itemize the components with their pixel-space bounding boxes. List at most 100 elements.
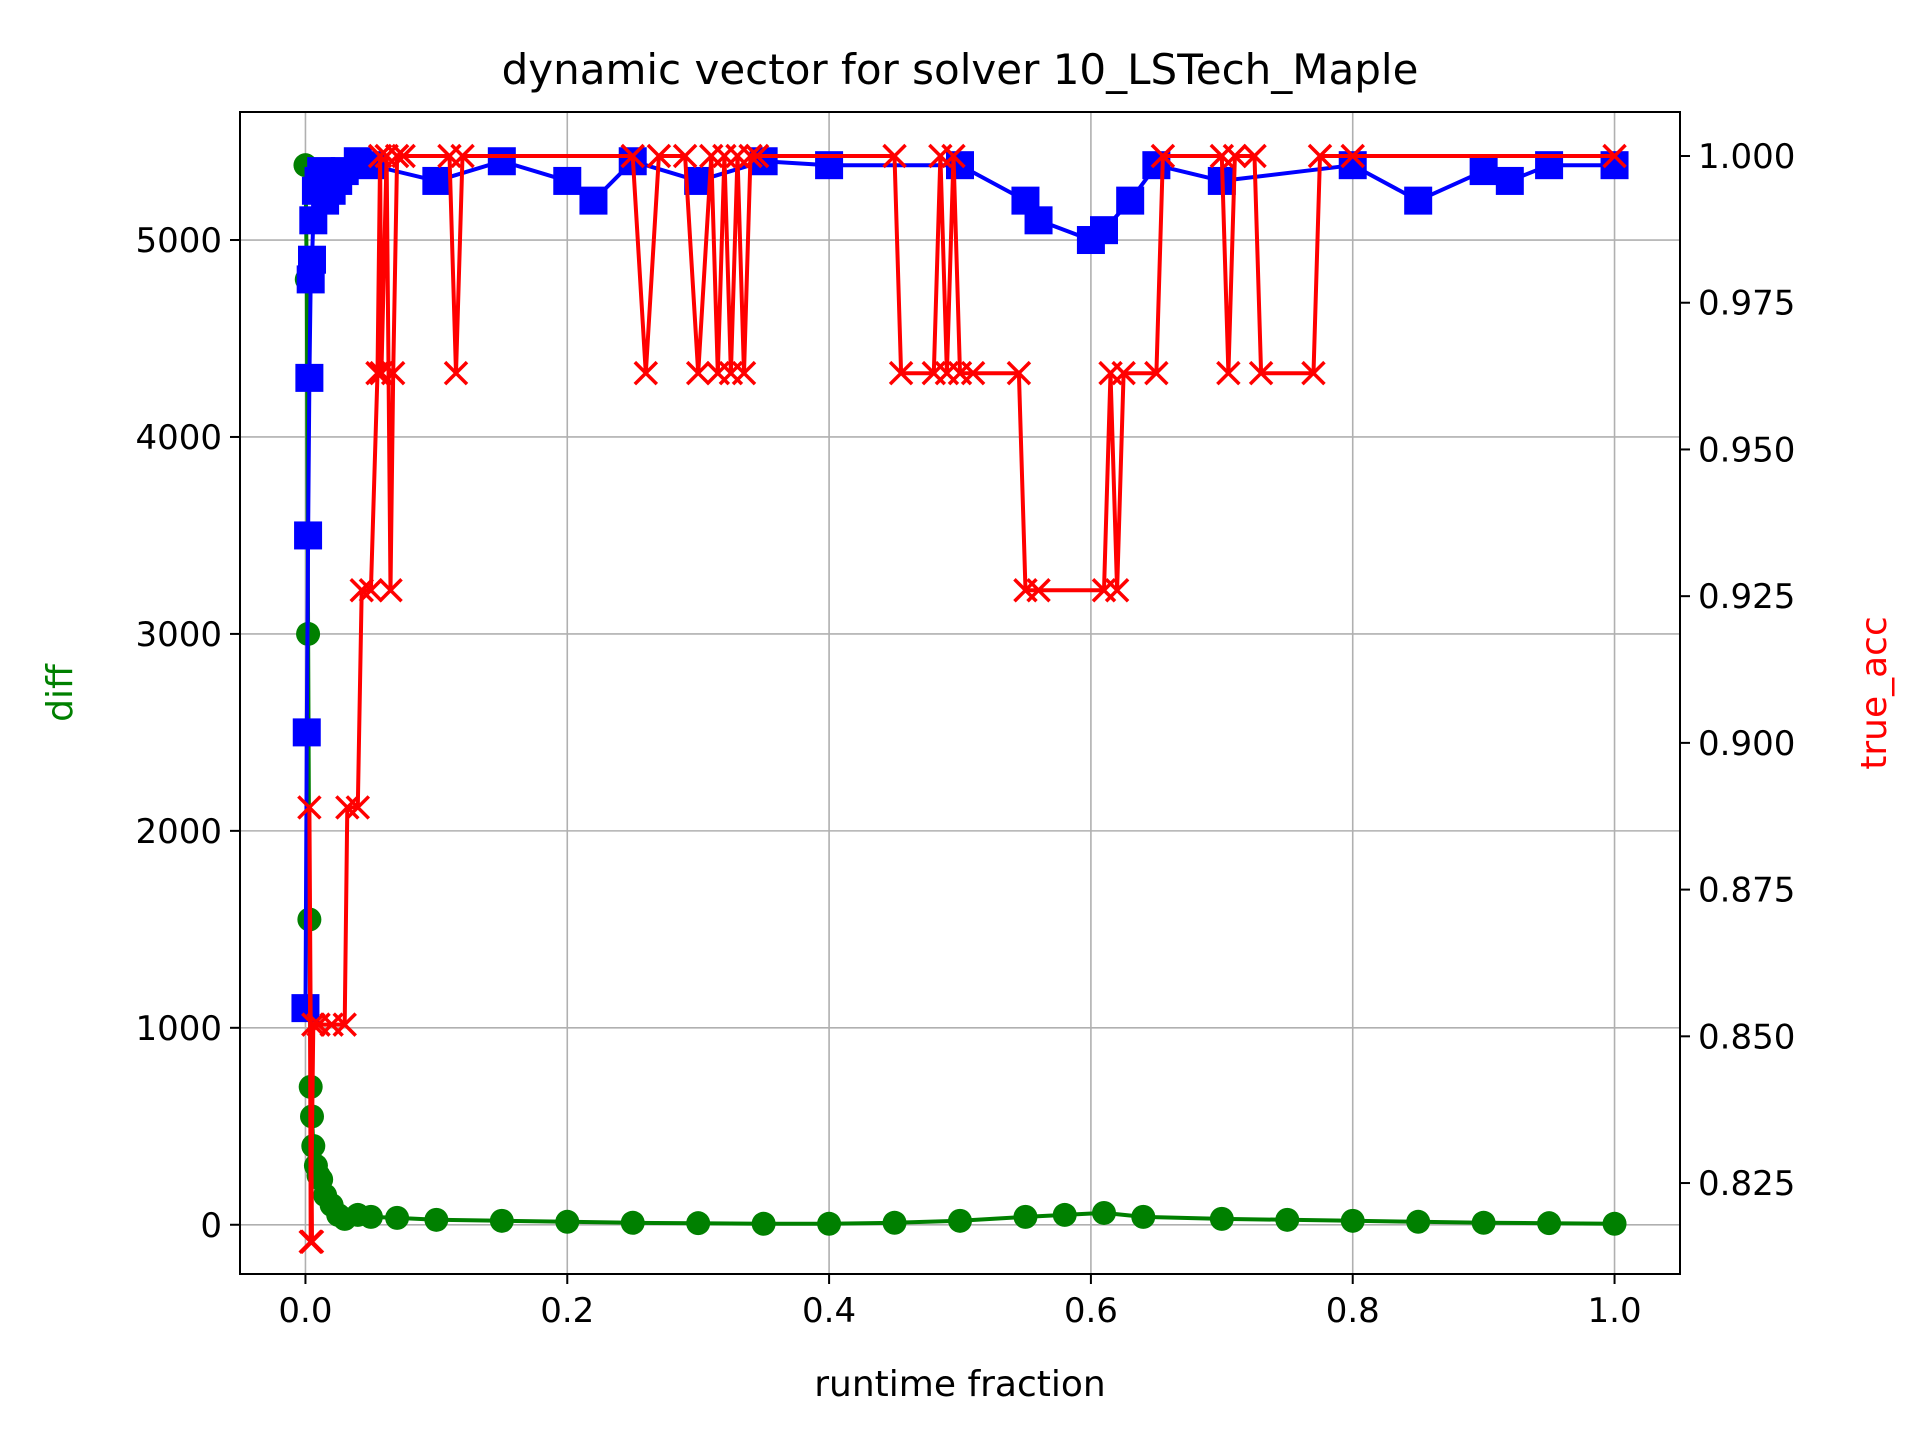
y-right-tick-label: 0.950: [1698, 430, 1795, 470]
data-point: [948, 1208, 972, 1233]
data-point: [941, 143, 966, 169]
data-point: [1471, 1210, 1496, 1235]
y-left-tick-label: 3000: [135, 615, 222, 655]
data-point: [1006, 360, 1032, 386]
data-point: [1104, 578, 1130, 603]
data-point: [686, 1211, 711, 1236]
data-point: [380, 360, 406, 386]
y-right-tick-label: 0.875: [1698, 871, 1795, 911]
data-point: [294, 521, 323, 550]
y-right-tick-label: 1.000: [1698, 137, 1795, 177]
y-right-tick-label: 0.975: [1698, 284, 1795, 324]
data-point: [292, 718, 321, 747]
data-point: [335, 795, 360, 820]
data-point: [751, 1211, 776, 1236]
chart-title: dynamic vector for solver 10_LSTech_Mapl…: [502, 45, 1419, 94]
data-point: [1307, 143, 1333, 169]
series-3: [297, 143, 1627, 1254]
data-point: [882, 1210, 907, 1235]
y-right-tick-label: 0.850: [1698, 1017, 1795, 1057]
data-point: [672, 143, 698, 169]
data-point: [391, 143, 416, 169]
data-point: [646, 143, 672, 169]
data-point: [298, 1229, 323, 1254]
data-point: [1092, 1200, 1116, 1225]
data-point: [731, 360, 757, 386]
y-left-tick-label: 4000: [135, 418, 222, 458]
data-point: [1150, 143, 1176, 169]
grid: [240, 112, 1680, 1274]
x-tick-label: 1.0: [1588, 1291, 1642, 1331]
data-point: [620, 143, 645, 169]
data-point: [378, 578, 403, 603]
data-point: [1090, 216, 1118, 245]
x-tick-label: 0.4: [802, 1291, 856, 1331]
data-point: [1116, 186, 1145, 215]
series-layer: [291, 143, 1629, 1254]
data-point: [422, 166, 451, 195]
y-left-tick-label: 0: [200, 1206, 222, 1246]
data-point: [295, 363, 324, 392]
x-axis: 0.0 0.2 0.4 0.6 0.8 1.0: [278, 1274, 1642, 1331]
data-point: [882, 143, 907, 169]
data-point: [384, 143, 410, 169]
x-tick-label: 0.6: [1064, 1291, 1118, 1331]
data-point: [685, 360, 711, 386]
y-right-tick-label: 0.925: [1698, 577, 1795, 617]
data-point: [1131, 1204, 1156, 1229]
data-point: [817, 1211, 842, 1236]
data-point: [1301, 360, 1326, 386]
data-point: [358, 578, 384, 603]
data-point: [1469, 157, 1498, 186]
data-point: [450, 143, 475, 169]
data-point: [1406, 1209, 1431, 1234]
y-right-tick-label: 0.900: [1698, 724, 1795, 764]
data-point: [1222, 143, 1248, 169]
data-point: [1248, 360, 1274, 386]
data-point: [345, 795, 371, 820]
data-point: [1013, 1204, 1038, 1229]
plot-frame: [239, 111, 1681, 1275]
y-axis-right: 0.825 0.850 0.875 0.900 0.925 0.950 0.975 1.000: [1680, 137, 1795, 1204]
data-point: [297, 795, 322, 820]
data-point: [1404, 186, 1433, 215]
data-point: [555, 1209, 580, 1234]
y-axis-right-label: true_acc: [1854, 616, 1895, 770]
y-axis-left: 0 1000 2000 3000 4000 5000: [135, 221, 240, 1246]
data-point: [1602, 143, 1627, 169]
data-point: [633, 360, 659, 386]
series-2: [291, 147, 1629, 1023]
data-point: [1242, 143, 1267, 169]
y-left-tick-label: 2000: [135, 812, 222, 852]
x-axis-label: runtime fraction: [814, 1364, 1106, 1405]
data-point: [369, 360, 394, 386]
data-point: [1024, 206, 1053, 235]
y-left-tick-label: 5000: [135, 221, 222, 261]
data-point: [1340, 1208, 1365, 1233]
data-point: [1275, 1207, 1300, 1232]
y-axis-left-label: diff: [40, 663, 81, 722]
data-point: [1111, 360, 1136, 386]
x-tick-label: 0.2: [540, 1291, 594, 1331]
data-point: [1144, 360, 1169, 386]
data-point: [1026, 578, 1051, 603]
data-point: [579, 186, 608, 215]
data-point: [960, 360, 986, 386]
x-tick-label: 0.0: [278, 1291, 332, 1331]
data-point: [301, 1012, 326, 1037]
data-point: [489, 1208, 514, 1233]
data-point: [1216, 360, 1241, 386]
data-point: [487, 147, 516, 176]
data-point: [424, 1207, 449, 1232]
data-point: [1537, 1211, 1562, 1236]
data-point: [888, 360, 914, 386]
data-point: [298, 245, 326, 274]
data-point: [1602, 1211, 1627, 1236]
data-point: [1052, 1202, 1077, 1227]
data-point: [1209, 1206, 1234, 1231]
data-point: [349, 578, 374, 603]
data-point: [332, 1012, 357, 1037]
data-point: [1495, 166, 1524, 195]
x-tick-label: 0.8: [1326, 1291, 1380, 1331]
